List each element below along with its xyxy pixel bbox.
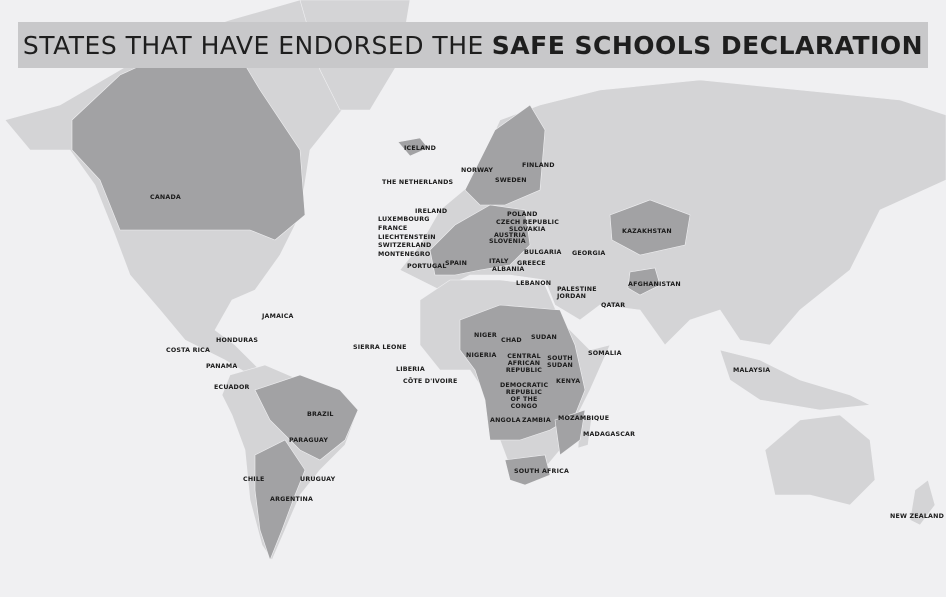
country-label-sweden: SWEDEN bbox=[495, 177, 527, 184]
country-label-palestine: PALESTINE bbox=[557, 286, 597, 293]
country-label-kenya: KENYA bbox=[556, 378, 581, 385]
country-label-afghanistan: AFGHANISTAN bbox=[628, 281, 681, 288]
region-southern-cone bbox=[254, 439, 306, 561]
country-label-chad: CHAD bbox=[501, 337, 522, 344]
country-label-slovakia: SLOVAKIA bbox=[509, 226, 546, 233]
landmass-new-zealand bbox=[909, 479, 936, 526]
landmass-australia bbox=[764, 414, 876, 506]
country-label-lebanon: LEBANON bbox=[516, 280, 552, 287]
country-label-paraguay: PARAGUAY bbox=[289, 437, 329, 444]
region-central-africa bbox=[459, 304, 586, 441]
country-label-sierra-leone: SIERRA LEONE bbox=[353, 344, 407, 351]
region-western-europe bbox=[429, 204, 531, 276]
country-label-costa-rica: COSTA RICA bbox=[166, 347, 211, 354]
country-label-jamaica: JAMAICA bbox=[262, 313, 294, 320]
landmass-southeast-asia bbox=[719, 349, 872, 411]
country-label-jordan: JORDAN bbox=[557, 293, 587, 300]
country-label-c-te-d-ivoire: CÔTE D'IVOIRE bbox=[403, 378, 458, 385]
country-label-poland: POLAND bbox=[507, 211, 538, 218]
country-label-mozambique: MOZAMBIQUE bbox=[558, 415, 610, 422]
country-label-czech-republic: CZECH REPUBLIC bbox=[496, 219, 560, 226]
country-label-ireland: IRELAND bbox=[415, 208, 448, 215]
country-label-iceland: ICELAND bbox=[404, 145, 437, 152]
country-label-greece: GREECE bbox=[517, 260, 546, 267]
country-label-south-africa: SOUTH AFRICA bbox=[514, 468, 570, 475]
country-label-new-zealand: NEW ZEALAND bbox=[890, 513, 945, 520]
region-mozambique bbox=[554, 409, 586, 456]
country-label-malaysia: MALAYSIA bbox=[733, 367, 771, 374]
country-label-kazakhstan: KAZAKHSTAN bbox=[622, 228, 672, 235]
country-label-democratic-republic-of-the-congo: DEMOCRATIC REPUBLIC OF THE CONGO bbox=[500, 382, 549, 410]
country-label-chile: CHILE bbox=[243, 476, 265, 483]
country-label-qatar: QATAR bbox=[601, 302, 626, 309]
country-label-sudan: SUDAN bbox=[531, 334, 558, 341]
country-label-spain: SPAIN bbox=[445, 260, 468, 267]
region-kazakhstan bbox=[609, 199, 691, 256]
country-label-madagascar: MADAGASCAR bbox=[583, 431, 636, 438]
country-label-brazil: BRAZIL bbox=[307, 411, 334, 418]
country-label-honduras: HONDURAS bbox=[216, 337, 259, 344]
country-label-south-sudan: SOUTH SUDAN bbox=[546, 355, 574, 369]
country-label-albania: ALBANIA bbox=[492, 266, 525, 273]
country-label-niger: NIGER bbox=[474, 332, 497, 339]
map-title: STATES THAT HAVE ENDORSED THE SAFE SCHOOL… bbox=[18, 22, 928, 68]
country-label-switzerland: SWITZERLAND bbox=[378, 242, 432, 249]
title-bold: SAFE SCHOOLS DECLARATION bbox=[491, 30, 924, 60]
country-label-slovenia: SLOVENIA bbox=[489, 238, 526, 245]
country-label-norway: NORWAY bbox=[461, 167, 494, 174]
country-label-austria: AUSTRIA bbox=[494, 232, 527, 239]
region-iceland bbox=[397, 137, 429, 157]
country-label-the-netherlands: THE NETHERLANDS bbox=[382, 179, 454, 186]
country-label-finland: FINLAND bbox=[522, 162, 555, 169]
country-label-ecuador: ECUADOR bbox=[214, 384, 250, 391]
country-label-angola: ANGOLA bbox=[490, 417, 521, 424]
region-brazil bbox=[254, 374, 359, 461]
region-south-africa bbox=[504, 454, 551, 486]
country-label-portugal: PORTUGAL bbox=[407, 263, 447, 270]
country-label-montenegro: MONTENEGRO bbox=[378, 251, 431, 258]
region-afghanistan bbox=[627, 267, 661, 296]
country-label-argentina: ARGENTINA bbox=[270, 496, 314, 503]
country-label-canada: CANADA bbox=[150, 194, 181, 201]
country-label-bulgaria: BULGARIA bbox=[524, 249, 562, 256]
country-label-liberia: LIBERIA bbox=[396, 366, 425, 373]
region-scandinavia bbox=[464, 104, 546, 206]
country-label-liechtenstein: LIECHTENSTEIN bbox=[378, 234, 436, 241]
country-label-italy: ITALY bbox=[489, 258, 509, 265]
country-label-panama: PANAMA bbox=[206, 363, 238, 370]
country-label-luxembourg: LUXEMBOURG bbox=[378, 216, 430, 223]
country-label-france: FRANCE bbox=[378, 225, 408, 232]
country-label-zambia: ZAMBIA bbox=[522, 417, 551, 424]
country-label-georgia: GEORGIA bbox=[572, 250, 606, 257]
country-label-nigeria: NIGERIA bbox=[466, 352, 497, 359]
title-regular: STATES THAT HAVE ENDORSED THE bbox=[22, 30, 484, 60]
country-label-somalia: SOMALIA bbox=[588, 350, 622, 357]
country-label-uruguay: URUGUAY bbox=[300, 476, 336, 483]
country-label-central-african-republic: CENTRAL AFRICAN REPUBLIC bbox=[505, 353, 543, 374]
